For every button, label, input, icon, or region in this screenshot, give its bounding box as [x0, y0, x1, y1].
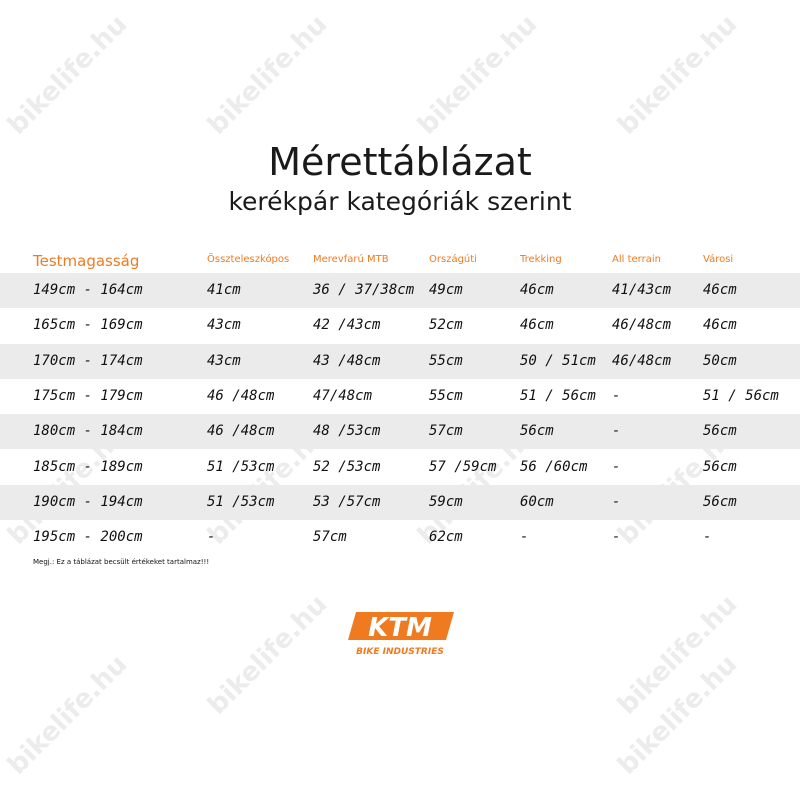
table-row: 149cm - 164cm 41cm 36 / 37/38cm 49cm 46cm 41/… [0, 273, 800, 308]
table-cell: - [612, 423, 621, 440]
table-cell: 170cm - 174cm [33, 352, 143, 369]
table-cell: 195cm - 200cm [33, 529, 143, 546]
table-row: 175cm - 179cm 46 /48cm 47/48cm 55cm 51 / 56c… [0, 379, 800, 414]
column-header: Testmagasság [33, 252, 140, 270]
note: Megj.: Ez a táblázat becsült értékeket t… [33, 558, 210, 566]
watermark: bikelife.hu [612, 9, 744, 141]
table-row: 185cm - 189cm 51 /53cm 52 /53cm 57 /59cm 56 … [0, 450, 800, 485]
svg-text:KTM: KTM [368, 613, 432, 643]
table-cell: 180cm - 184cm [33, 423, 143, 440]
table-cell: 57cm [313, 529, 347, 546]
table-cell: 46/48cm [612, 352, 672, 369]
table-cell: 43cm [207, 352, 241, 369]
table-cell: 165cm - 169cm [33, 317, 143, 334]
table-cell: 52 /53cm [313, 458, 381, 475]
table-cell: 49cm [429, 282, 463, 298]
table-cell: 46 /48cm [207, 387, 275, 404]
column-header: Merevfarú MTB [313, 254, 389, 265]
page-subtitle: kerékpár kategóriák szerint [228, 187, 572, 216]
table-row: 195cm - 200cm - 57cm 62cm - - - [0, 520, 800, 555]
table-cell: 52cm [429, 317, 463, 334]
table-cell: - [612, 458, 621, 475]
table-cell: 50cm [703, 352, 737, 369]
table-cell: 42 /43cm [313, 317, 381, 334]
table-cell: 175cm - 179cm [33, 387, 143, 404]
table-cell: - [703, 529, 712, 546]
table-cell: 50 / 51cm [520, 352, 596, 369]
table-cell: - [612, 529, 621, 546]
table-cell: 51 /53cm [207, 458, 275, 475]
table-cell: 55cm [429, 387, 463, 404]
table-cell: 185cm - 189cm [33, 458, 143, 475]
column-header: Városi [703, 254, 734, 265]
table-row: 165cm - 169cm 43cm 42 /43cm 52cm 46cm 46/48cm… [0, 308, 800, 343]
table-cell: 59cm [429, 493, 463, 510]
table-cell: 56cm [703, 493, 737, 510]
table-cell: 36 / 37/38cm [313, 282, 415, 298]
table-row: 190cm - 194cm 51 /53cm 53 /57cm 59cm 60cm - 56… [0, 484, 800, 520]
table-cell: 51 / 56cm [520, 387, 596, 404]
ktm-logo: KTM BIKE INDUSTRIES [348, 610, 456, 662]
table-row: 170cm - 174cm 43cm 43 /48cm 55cm 50 / 51cm 46… [0, 343, 800, 379]
svg-text:BIKE INDUSTRIES: BIKE INDUSTRIES [356, 647, 444, 657]
table-cell: 57 /59cm [429, 458, 497, 475]
column-header: All terrain [612, 254, 661, 265]
table-cell: 48 /53cm [313, 423, 381, 440]
table-cell: 190cm - 194cm [33, 493, 143, 510]
table-cell: 56cm [703, 423, 737, 440]
page-title: Mérettáblázat [268, 140, 532, 184]
table-cell: 56cm [520, 423, 554, 440]
table-cell: 149cm - 164cm [33, 282, 143, 298]
column-header: Trekking [520, 254, 562, 265]
table-cell: 46cm [520, 317, 554, 334]
table-cell: 55cm [429, 352, 463, 369]
table-cell: 51 / 56cm [703, 387, 779, 404]
table-cell: 43cm [207, 317, 241, 334]
table-cell: 51 /53cm [207, 493, 275, 510]
table-cell: 47/48cm [313, 387, 373, 404]
column-header: Összteleszkópos [207, 254, 290, 265]
table-cell: 46 /48cm [207, 423, 275, 440]
table-cell: - [612, 493, 621, 510]
table-cell: 53 /57cm [313, 493, 381, 510]
table-row: 180cm - 184cm 46 /48cm 48 /53cm 57cm 56cm - 56… [0, 414, 800, 450]
table-cell: 56 /60cm [520, 458, 588, 475]
table-cell: 41/43cm [612, 282, 672, 298]
column-header: Országúti [429, 254, 477, 265]
watermark: bikelife.hu [202, 589, 334, 721]
table-cell: 41cm [207, 282, 241, 298]
watermark: bikelife.hu [202, 9, 334, 141]
table-cell: - [612, 387, 621, 404]
table-cell: 46cm [703, 282, 737, 298]
table-cell: 60cm [520, 493, 554, 510]
watermark: bikelife.hu [2, 9, 134, 141]
table-cell: 46/48cm [612, 317, 672, 334]
table-cell: - [207, 529, 216, 546]
table-cell: 46cm [520, 282, 554, 298]
watermark: bikelife.hu [2, 649, 134, 781]
table-cell: 56cm [703, 458, 737, 475]
table-cell: 57cm [429, 423, 463, 440]
table-cell: 62cm [429, 529, 463, 546]
table-cell: 43 /48cm [313, 352, 381, 369]
table-cell: 46cm [703, 317, 737, 334]
watermark: bikelife.hu [412, 9, 544, 141]
table-cell: - [520, 529, 529, 546]
